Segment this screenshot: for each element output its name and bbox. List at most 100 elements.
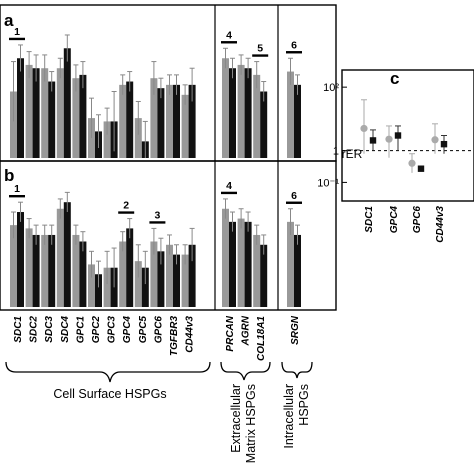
gene-label-gpc2: GPC2 xyxy=(91,316,102,344)
bar-black-cd44v3 xyxy=(188,84,196,158)
gene-label-sdc2: SDC2 xyxy=(29,316,40,343)
panel-c-grey-point-cd44v3 xyxy=(431,136,439,144)
bar-grey-gpc6 xyxy=(150,241,158,307)
gene-label-agrn: AGRN xyxy=(241,315,252,346)
bar-black-sdc1 xyxy=(17,58,24,158)
bar-grey-prcan xyxy=(222,208,229,307)
significance-label-1: 1 xyxy=(14,26,20,38)
gene-label-tgfbr3: TGFBR3 xyxy=(169,316,180,356)
bar-black-sdc2 xyxy=(32,234,40,307)
significance-label-3: 3 xyxy=(154,209,160,221)
group-label-intracellular: Intracellular HSPGs xyxy=(282,384,311,449)
bar-black-agrn xyxy=(244,68,252,158)
bar-black-prcan xyxy=(229,221,236,307)
panel-b-label: b xyxy=(4,166,14,185)
group-braces xyxy=(5,361,313,383)
bar-grey-sdc2 xyxy=(25,64,33,158)
panel-c-ytick-label: 10² xyxy=(323,82,339,94)
bar-grey-gpc3 xyxy=(103,267,111,307)
panel-c-black-point-cd44v3 xyxy=(440,140,448,148)
panel-c-ylabel: rER xyxy=(342,147,363,161)
bar-grey-sdc1 xyxy=(10,225,17,307)
panel-c-frame xyxy=(341,69,474,202)
bar-grey-cd44v3 xyxy=(181,94,189,158)
gene-label-row: SDC1 SDC2 SDC3 SDC4 GPC1 GPC2 GPC3 GPC4 GPC5 GPC6… xyxy=(13,315,301,361)
bar-grey-sdc3 xyxy=(41,234,49,307)
group-label-cell-surface: Cell Surface HSPGs xyxy=(53,387,166,401)
bar-grey-gpc4 xyxy=(119,241,127,307)
bar-black-gpc6 xyxy=(157,251,165,307)
significance-label-4: 4 xyxy=(226,180,232,192)
bar-black-sdc2 xyxy=(32,68,40,158)
bar-black-tgfbr3 xyxy=(173,254,180,307)
gene-label-gpc1: GPC1 xyxy=(75,316,86,344)
bar-grey-gpc2 xyxy=(88,264,95,307)
bar-grey-sdc2 xyxy=(25,228,33,307)
bar-grey-agrn xyxy=(237,218,245,307)
bar-black-cd44v3 xyxy=(188,244,196,307)
bar-grey-srgn xyxy=(287,221,294,307)
gene-label-srgn: SRGN xyxy=(290,315,301,345)
panel-c-black-point-gpc4 xyxy=(394,132,402,139)
bar-grey-gpc3 xyxy=(103,121,111,158)
panel-c-category-sdc1: SDC1 xyxy=(364,206,375,233)
gene-label-gpc6: GPC6 xyxy=(153,316,164,344)
bar-grey-sdc3 xyxy=(41,68,49,158)
bar-grey-tgfbr3 xyxy=(166,244,173,307)
panel-c-label: c xyxy=(390,69,399,88)
panel-c-category-gpc4: GPC4 xyxy=(389,206,400,234)
bar-grey-prcan xyxy=(222,58,229,158)
bar-black-gpc1 xyxy=(79,74,87,158)
bar-black-gpc1 xyxy=(79,241,87,307)
bar-black-prcan xyxy=(229,68,236,158)
gene-label-col18a1: COL18A1 xyxy=(256,316,267,361)
bar-black-sdc4 xyxy=(63,202,71,307)
significance-label-1: 1 xyxy=(14,183,20,195)
significance-label-2: 2 xyxy=(123,200,129,212)
bar-grey-gpc5 xyxy=(134,118,142,158)
panel-c-grey-point-sdc1 xyxy=(360,124,368,133)
bar-black-col18a1 xyxy=(260,244,268,307)
bar-grey-agrn xyxy=(237,64,245,158)
panel-c-grey-point-gpc6 xyxy=(408,159,416,167)
gene-label-cd44v3: CD44v3 xyxy=(185,316,196,353)
gene-label-sdc1: SDC1 xyxy=(13,316,24,343)
bar-black-sdc1 xyxy=(17,212,24,307)
bar-black-sdc4 xyxy=(63,48,71,158)
bar-grey-col18a1 xyxy=(253,234,261,307)
bar-grey-tgfbr3 xyxy=(166,84,173,158)
gene-label-sdc4: SDC4 xyxy=(60,316,71,343)
panel-a-plot: 1 4 5 6 xyxy=(9,26,302,158)
bar-black-gpc6 xyxy=(157,88,165,158)
bar-grey-gpc5 xyxy=(134,261,142,307)
group-label-ecm-line1: Extracellular xyxy=(229,384,243,453)
bar-grey-gpc4 xyxy=(119,84,127,158)
gene-label-gpc4: GPC4 xyxy=(122,316,133,344)
bar-grey-sdc4 xyxy=(56,208,64,307)
bar-grey-col18a1 xyxy=(253,74,261,158)
bar-black-gpc4 xyxy=(126,228,134,307)
group-label-intracellular-line2: HSPGs xyxy=(297,384,311,426)
gene-label-prcan: PRCAN xyxy=(225,315,236,351)
bar-black-sdc3 xyxy=(48,81,56,158)
significance-label-4: 4 xyxy=(226,29,232,41)
bar-grey-sdc4 xyxy=(56,68,64,158)
bar-black-agrn xyxy=(244,221,252,307)
panel-b-frame xyxy=(0,160,337,311)
significance-label-6: 6 xyxy=(291,39,297,51)
brace-ecm xyxy=(220,361,271,381)
bar-black-srgn xyxy=(294,234,301,307)
group-label-ecm-line2: Matrix HSPGs xyxy=(244,384,258,463)
panel-c-category-gpc6: GPC6 xyxy=(412,206,423,234)
group-label-ecm: Extracellular Matrix HSPGs xyxy=(229,384,258,463)
bar-black-srgn xyxy=(294,84,301,158)
significance-label-6: 6 xyxy=(291,190,297,202)
gene-label-gpc3: GPC3 xyxy=(107,316,118,344)
panel-c-category-cd44v3: CD44v3 xyxy=(435,206,446,243)
bar-black-col18a1 xyxy=(260,91,268,158)
gene-label-sdc3: SDC3 xyxy=(44,316,55,343)
significance-label-5: 5 xyxy=(257,43,263,55)
panel-a-label: a xyxy=(4,11,14,30)
panel-c-ytick-label: 1 xyxy=(333,146,339,158)
